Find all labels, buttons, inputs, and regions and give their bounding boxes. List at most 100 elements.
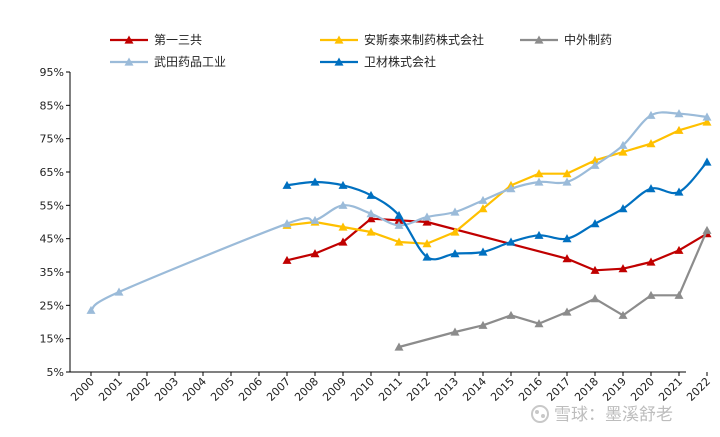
data-point-marker: [646, 184, 656, 193]
data-point-marker: [674, 245, 684, 254]
data-point-marker: [506, 310, 516, 319]
data-point-marker: [590, 160, 600, 169]
legend-label: 安斯泰来制药株式会社: [364, 32, 484, 47]
data-point-marker: [366, 227, 376, 236]
x-tick-label: 2000: [68, 375, 97, 404]
x-tick-label: 2017: [544, 375, 573, 404]
y-tick-label: 15%: [40, 333, 64, 346]
data-point-marker: [646, 290, 656, 299]
data-point-marker: [702, 157, 712, 166]
data-point-marker: [646, 257, 656, 266]
series-3: [394, 225, 712, 351]
data-point-marker: [114, 287, 124, 296]
data-point-marker: [338, 200, 348, 209]
data-point-marker: [310, 177, 320, 186]
axes: [69, 72, 686, 373]
data-point-marker: [478, 320, 488, 329]
data-point-marker: [590, 155, 600, 164]
data-point-marker: [674, 109, 684, 118]
y-tick-label: 35%: [40, 266, 64, 279]
legend-item: 中外制药: [520, 32, 612, 47]
data-point-marker: [338, 222, 348, 231]
data-point-marker: [282, 180, 292, 189]
plot-area: [86, 109, 712, 351]
series-line: [286, 161, 708, 261]
data-point-marker: [618, 147, 628, 156]
data-point-marker: [394, 220, 404, 229]
data-point-marker: [338, 180, 348, 189]
data-point-marker: [478, 247, 488, 256]
snowball-logo-icon: [531, 405, 549, 423]
data-point-marker: [618, 140, 628, 149]
x-tick-label: 2004: [180, 375, 209, 404]
legend-swatch-marker: [334, 57, 344, 66]
data-point-marker: [534, 177, 544, 186]
data-point-marker: [86, 305, 96, 314]
data-point-marker: [310, 249, 320, 258]
series-2: [282, 117, 712, 248]
legend-item: 武田药品工业: [110, 55, 226, 69]
x-tick-label: 2001: [96, 375, 125, 404]
data-point-marker: [478, 204, 488, 213]
legend-label: 中外制药: [564, 32, 612, 47]
x-tick-label: 2012: [404, 375, 433, 404]
data-point-marker: [590, 219, 600, 228]
data-point-marker: [590, 294, 600, 303]
x-tick-label: 2005: [208, 375, 237, 404]
data-point-marker: [534, 319, 544, 328]
series-line: [286, 120, 708, 245]
data-point-marker: [422, 252, 432, 261]
data-point-marker: [534, 169, 544, 178]
data-point-marker: [282, 255, 292, 264]
y-tick-label: 45%: [40, 233, 64, 246]
x-tick-label: 2006: [236, 375, 265, 404]
y-tick-label: 75%: [40, 133, 64, 146]
y-tick-label: 65%: [40, 166, 64, 179]
x-tick-label: 2007: [264, 375, 293, 404]
data-point-marker: [450, 227, 460, 236]
data-point-marker: [618, 204, 628, 213]
series-4: [86, 109, 712, 314]
legend-label: 卫材株式会社: [364, 54, 436, 69]
data-point-marker: [366, 209, 376, 218]
data-point-marker: [338, 237, 348, 246]
x-tick-label: 2013: [432, 375, 461, 404]
series-line: [286, 217, 708, 272]
series-1: [282, 214, 712, 274]
x-tick-label: 2020: [628, 375, 657, 404]
data-point-marker: [562, 234, 572, 243]
series-line: [398, 229, 709, 349]
x-tick-label: 2003: [152, 375, 181, 404]
legend-swatch-marker: [124, 57, 134, 66]
x-tick-label: 2016: [516, 375, 545, 404]
y-axis-ticks: 5% 15% 25% 35% 45% 55% 65% 75% 85% 95%: [40, 66, 70, 379]
data-point-marker: [562, 307, 572, 316]
data-point-marker: [674, 290, 684, 299]
data-point-marker: [674, 187, 684, 196]
y-tick-label: 55%: [40, 199, 64, 212]
legend-label: 第一三共: [154, 33, 202, 47]
data-point-marker: [646, 110, 656, 119]
legend-swatch-marker: [334, 35, 344, 44]
data-point-marker: [394, 342, 404, 351]
data-point-marker: [450, 207, 460, 216]
data-point-marker: [366, 190, 376, 199]
data-point-marker: [534, 230, 544, 239]
legend-swatch-marker: [534, 35, 544, 44]
x-tick-label: 2002: [124, 375, 153, 404]
x-tick-label: 2021: [656, 375, 685, 404]
x-tick-label: 2014: [460, 375, 489, 404]
x-tick-label: 2022: [684, 375, 713, 404]
data-point-marker: [562, 254, 572, 263]
data-point-marker: [506, 184, 516, 193]
data-point-marker: [590, 265, 600, 274]
x-tick-label: 2010: [348, 375, 377, 404]
data-point-marker: [422, 212, 432, 221]
data-point-marker: [702, 117, 712, 126]
data-point-marker: [618, 264, 628, 273]
x-axis-ticks: 2000 2001 2002 2003 2004 2005 2006 2007 2008 2009…: [68, 372, 713, 404]
data-point-marker: [506, 237, 516, 246]
legend-item: 卫材株式会社: [320, 54, 436, 69]
data-point-marker: [394, 237, 404, 246]
